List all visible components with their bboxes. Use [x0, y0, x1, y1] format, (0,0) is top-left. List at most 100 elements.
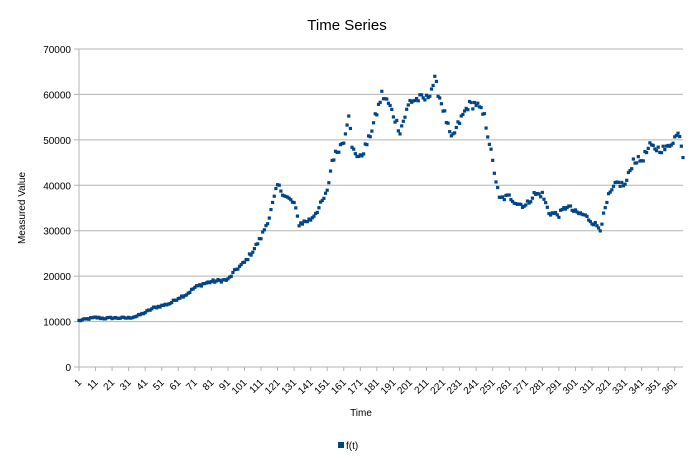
data-point	[191, 287, 195, 291]
data-point	[95, 316, 99, 320]
data-point	[194, 284, 199, 288]
data-point	[357, 154, 361, 159]
data-point	[108, 315, 113, 320]
data-point	[467, 99, 472, 104]
x-tick-label: 191	[379, 377, 399, 397]
data-point	[641, 159, 645, 163]
data-point	[297, 224, 301, 228]
data-point	[165, 303, 169, 307]
data-point	[122, 315, 126, 319]
data-point	[151, 305, 156, 309]
data-point	[204, 281, 209, 285]
data-point	[424, 93, 429, 97]
data-point	[363, 142, 367, 146]
data-point	[173, 298, 177, 302]
data-point	[98, 316, 103, 321]
data-point	[360, 154, 364, 158]
data-point	[371, 121, 376, 125]
y-tick-label: 60000	[43, 90, 71, 101]
data-point	[277, 183, 281, 187]
data-point	[388, 103, 392, 108]
data-point	[242, 260, 247, 264]
data-point	[557, 215, 561, 219]
data-point	[669, 143, 674, 147]
data-point	[261, 230, 265, 234]
data-point	[590, 222, 594, 226]
data-point	[471, 107, 475, 111]
data-point	[302, 219, 306, 223]
data-point	[433, 74, 437, 78]
x-tick-label: 341	[627, 377, 647, 397]
data-point	[520, 205, 525, 209]
data-point	[616, 180, 621, 184]
data-point	[84, 317, 88, 321]
x-tick-label: 351	[644, 377, 664, 397]
data-point	[487, 142, 491, 146]
data-point	[266, 222, 270, 226]
x-tick-label: 361	[660, 377, 680, 397]
data-point	[507, 193, 511, 197]
data-point	[140, 311, 144, 316]
data-point	[355, 154, 359, 159]
data-point	[592, 223, 596, 227]
data-point	[249, 253, 253, 257]
data-point	[325, 188, 329, 192]
data-point	[112, 316, 116, 320]
data-point	[504, 193, 508, 197]
data-point	[107, 315, 111, 320]
x-tick-label: 101	[230, 377, 250, 397]
data-point	[146, 308, 151, 312]
data-point	[130, 316, 134, 320]
data-point	[517, 202, 521, 206]
data-point	[320, 198, 324, 203]
data-point	[671, 141, 675, 145]
data-point	[132, 315, 136, 319]
data-points	[77, 74, 685, 323]
x-tick-labels: 1 11 21 31 41 51 61 71 81 91101111121131141151161…	[72, 377, 680, 397]
data-point	[625, 178, 629, 182]
data-point	[406, 103, 410, 107]
data-point	[287, 196, 291, 200]
data-point	[317, 206, 321, 210]
data-point	[477, 105, 482, 109]
data-point	[322, 196, 326, 200]
data-point	[444, 121, 448, 125]
data-point	[373, 112, 377, 116]
data-point	[434, 79, 439, 84]
data-point	[414, 96, 419, 101]
data-point	[451, 132, 455, 136]
data-point	[458, 121, 462, 125]
data-point	[257, 237, 261, 241]
data-point	[565, 205, 569, 210]
data-point	[385, 97, 389, 101]
data-point	[438, 96, 442, 100]
data-point	[280, 193, 285, 197]
data-point	[223, 278, 227, 282]
data-point	[628, 168, 632, 173]
x-tick-label: 141	[296, 377, 316, 397]
data-point	[155, 306, 159, 310]
data-point	[618, 184, 622, 188]
data-point	[582, 213, 586, 217]
data-point	[77, 318, 81, 322]
data-point	[461, 112, 465, 117]
data-point	[446, 121, 450, 125]
data-point	[175, 298, 179, 302]
data-point	[370, 129, 374, 133]
data-point	[375, 113, 379, 117]
data-point	[496, 185, 500, 190]
data-point	[319, 200, 323, 204]
data-point	[92, 315, 96, 319]
data-point	[545, 205, 549, 209]
y-tick-label: 70000	[43, 45, 71, 56]
data-point	[583, 213, 587, 217]
data-point	[110, 317, 114, 321]
data-point	[315, 210, 319, 215]
x-tick-label: 331	[611, 377, 631, 397]
data-point	[198, 283, 202, 287]
data-point	[97, 315, 101, 319]
data-point	[474, 103, 478, 108]
legend: f(t)	[338, 441, 358, 452]
y-axis-label: Measured Value	[17, 172, 28, 245]
data-point	[643, 150, 647, 154]
